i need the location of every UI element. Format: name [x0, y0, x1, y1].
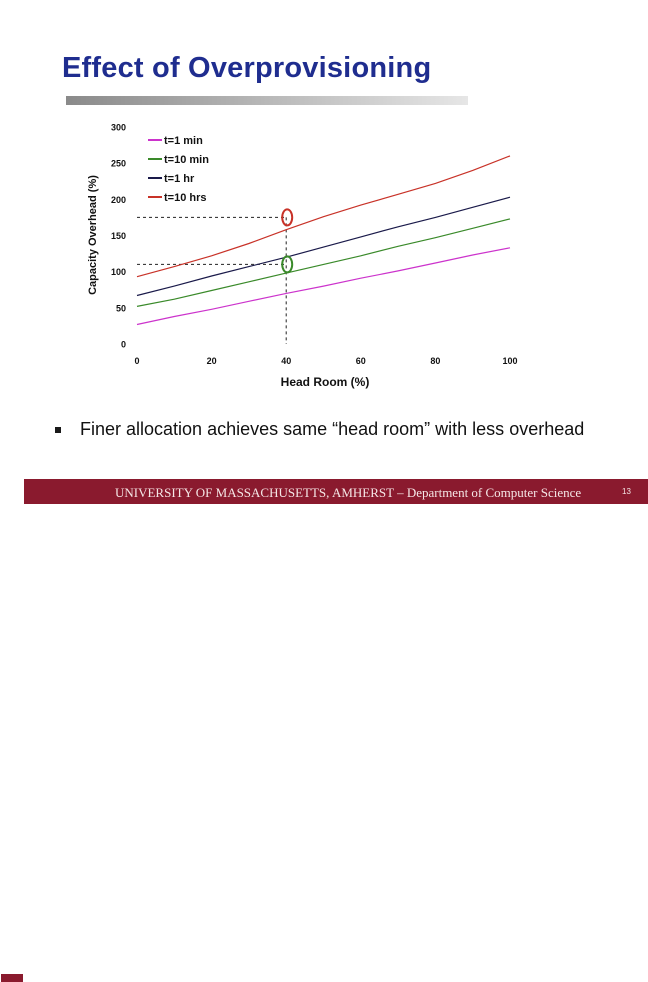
university-logo-icon — [0, 479, 24, 982]
series-line-t-1-hr — [136, 196, 511, 297]
footer-text: UNIVERSITY OF MASSACHUSETTS, AMHERST – D… — [115, 485, 582, 500]
x-tick-label: 20 — [207, 356, 217, 366]
highlight-marker — [281, 208, 294, 227]
y-tick-label: 150 — [111, 231, 126, 241]
y-axis-label: Capacity Overhead (%) — [87, 175, 99, 295]
y-tick-label: 300 — [111, 123, 126, 133]
highlight-marker — [281, 255, 294, 274]
bullet-text: Finer allocation achieves same “head roo… — [80, 419, 585, 439]
legend-label: t=10 min — [164, 154, 209, 166]
y-tick-label: 0 — [121, 340, 126, 350]
y-tick-label: 250 — [111, 159, 126, 169]
x-tick-label: 0 — [134, 356, 139, 366]
overprovisioning-chart: 0 50 100 150 200 250 300 0 20 40 60 80 100 Head Room … — [87, 123, 518, 390]
y-tick-label: 50 — [116, 303, 126, 313]
legend-label: t=10 hrs — [164, 192, 207, 204]
series-line-t-10-min — [136, 218, 511, 307]
legend-label: t=1 min — [164, 135, 203, 147]
x-tick-label: 80 — [430, 356, 440, 366]
slide-title: Effect of Overprovisioning — [62, 52, 432, 84]
y-tick-label: 200 — [111, 195, 126, 205]
x-axis-label: Head Room (%) — [281, 375, 370, 389]
series-line-t-1-min — [136, 247, 511, 326]
title-underline-bar — [66, 96, 468, 105]
bullet-marker — [55, 427, 61, 433]
slide-number: 13 — [622, 487, 631, 496]
x-tick-label: 40 — [281, 356, 291, 366]
x-tick-label: 60 — [356, 356, 366, 366]
x-tick-label: 100 — [502, 356, 517, 366]
y-tick-label: 100 — [111, 267, 126, 277]
legend-label: t=1 hr — [164, 173, 195, 185]
series-line-t-10-hrs — [136, 155, 511, 278]
footer-bar — [0, 479, 648, 504]
